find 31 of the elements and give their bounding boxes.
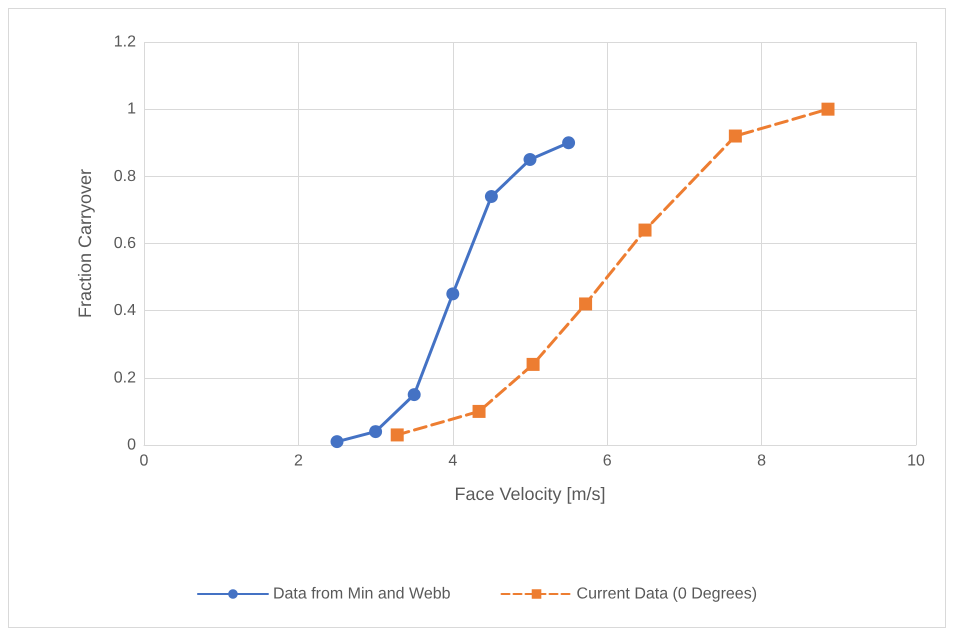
point — [562, 136, 576, 150]
x-tick-label: 4 — [448, 452, 458, 470]
point — [728, 130, 742, 143]
x-tick-label: 6 — [602, 452, 612, 470]
x-tick-label: 8 — [757, 452, 766, 470]
x-tick-label: 0 — [140, 452, 149, 470]
point — [390, 428, 404, 442]
y-tick-label: 1 — [127, 100, 136, 118]
point — [408, 388, 421, 402]
x-axis-title: Face Velocity [m/s] — [454, 484, 606, 504]
point — [526, 358, 540, 371]
point — [330, 435, 344, 448]
point — [446, 287, 460, 300]
point — [638, 224, 652, 237]
point — [524, 153, 536, 166]
legend-label: Current Data (0 Degrees) — [576, 586, 758, 602]
point — [472, 404, 486, 418]
point — [821, 102, 834, 116]
x-tick-label: 10 — [907, 452, 925, 470]
point — [484, 190, 498, 203]
y-axis-title: Fraction Carryover — [75, 168, 95, 318]
point — [369, 425, 382, 438]
y-tick-label: 1.2 — [114, 34, 136, 50]
y-tick-label: 0 — [127, 436, 136, 454]
y-tick-label: 0.6 — [114, 235, 136, 252]
y-tick-label: 0.2 — [114, 369, 136, 386]
x-tick-label: 2 — [294, 452, 303, 470]
y-tick-label: 0.4 — [114, 302, 136, 320]
legend-label: Data from Min and Webb — [272, 586, 451, 602]
y-tick-label: 0.8 — [114, 168, 136, 185]
point — [579, 297, 592, 310]
